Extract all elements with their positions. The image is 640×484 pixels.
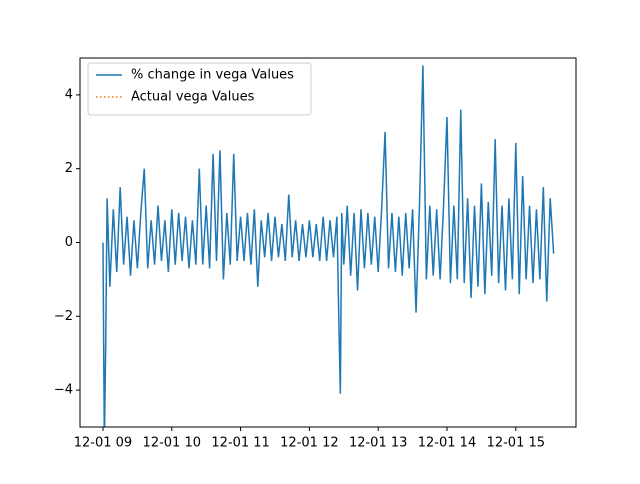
x-tick-label: 12-01 09 [74,436,132,451]
x-tick-label: 12-01 15 [487,436,545,451]
y-tick-label: 0 [65,235,73,250]
legend-box [87,62,312,116]
x-tick-label: 12-01 11 [211,436,269,451]
y-tick-label: 4 [65,87,73,102]
x-tick-label: 12-01 14 [418,436,476,451]
series-line [102,65,555,427]
legend: % change in vega Values Actual vega Value… [87,62,312,116]
x-tick-label: 12-01 10 [143,436,201,451]
x-tick-label: 12-01 13 [349,436,407,451]
legend-label: Actual vega Values [131,90,255,105]
legend-label: % change in vega Values [131,68,294,83]
x-tick-label: 12-01 12 [280,436,338,451]
plot-area [102,65,555,427]
y-tick-label: −2 [54,309,73,324]
y-tick-label: 2 [65,161,73,176]
y-tick-label: −4 [54,383,73,398]
